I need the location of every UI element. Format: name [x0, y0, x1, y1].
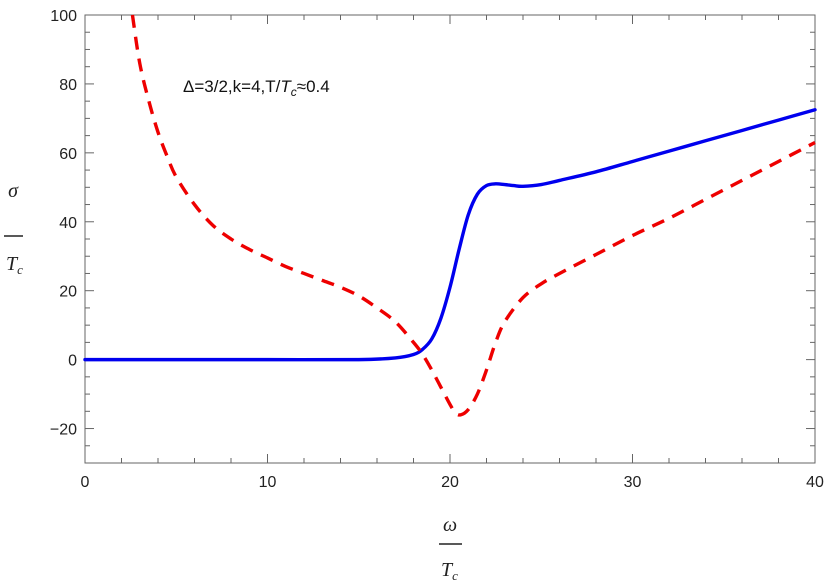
- y-axis-label: σ Tc: [4, 180, 23, 277]
- x-tick-label: 10: [259, 474, 277, 491]
- y-label-numerator: σ: [8, 180, 19, 202]
- x-label-numerator: ω: [443, 514, 457, 536]
- annotation-prefix: Δ=3/2,k=4,T/: [183, 77, 281, 96]
- series-line-dashed-red: [130, 14, 816, 417]
- x-tick-label: 30: [624, 474, 642, 491]
- y-tick-label: 0: [68, 353, 77, 370]
- series-layer: [83, 14, 817, 417]
- tick-labels: 0 10 20 30 40 −20 0 20 40 60 80 100: [50, 8, 824, 491]
- annotation-symbol: T: [280, 77, 292, 96]
- y-tick-label: −20: [50, 422, 77, 439]
- tick-marks: [84, 14, 816, 464]
- x-tick-label: 20: [441, 474, 459, 491]
- annotation-suffix: ≈0.4: [297, 77, 330, 96]
- x-tick-label: 40: [806, 474, 824, 491]
- x-axis-label: ω Tc: [439, 514, 462, 583]
- y-label-denominator-symbol: T: [6, 253, 19, 275]
- y-label-denominator-subscript: c: [17, 262, 23, 277]
- x-label-denominator: Tc: [441, 559, 458, 583]
- annotation-subscript: c: [291, 85, 297, 99]
- y-tick-label: 100: [50, 8, 77, 25]
- x-label-denominator-symbol: T: [441, 559, 454, 581]
- series-line-solid-blue: [83, 108, 817, 362]
- x-tick-label: 0: [81, 474, 90, 491]
- y-tick-label: 40: [59, 215, 77, 232]
- y-tick-label: 80: [59, 77, 77, 94]
- x-label-denominator-subscript: c: [452, 568, 458, 583]
- y-label-denominator: Tc: [6, 253, 23, 277]
- y-tick-label: 20: [59, 284, 77, 301]
- y-tick-label: 60: [59, 146, 77, 163]
- annotation: Δ=3/2,k=4,T/Tc≈0.4: [183, 77, 330, 99]
